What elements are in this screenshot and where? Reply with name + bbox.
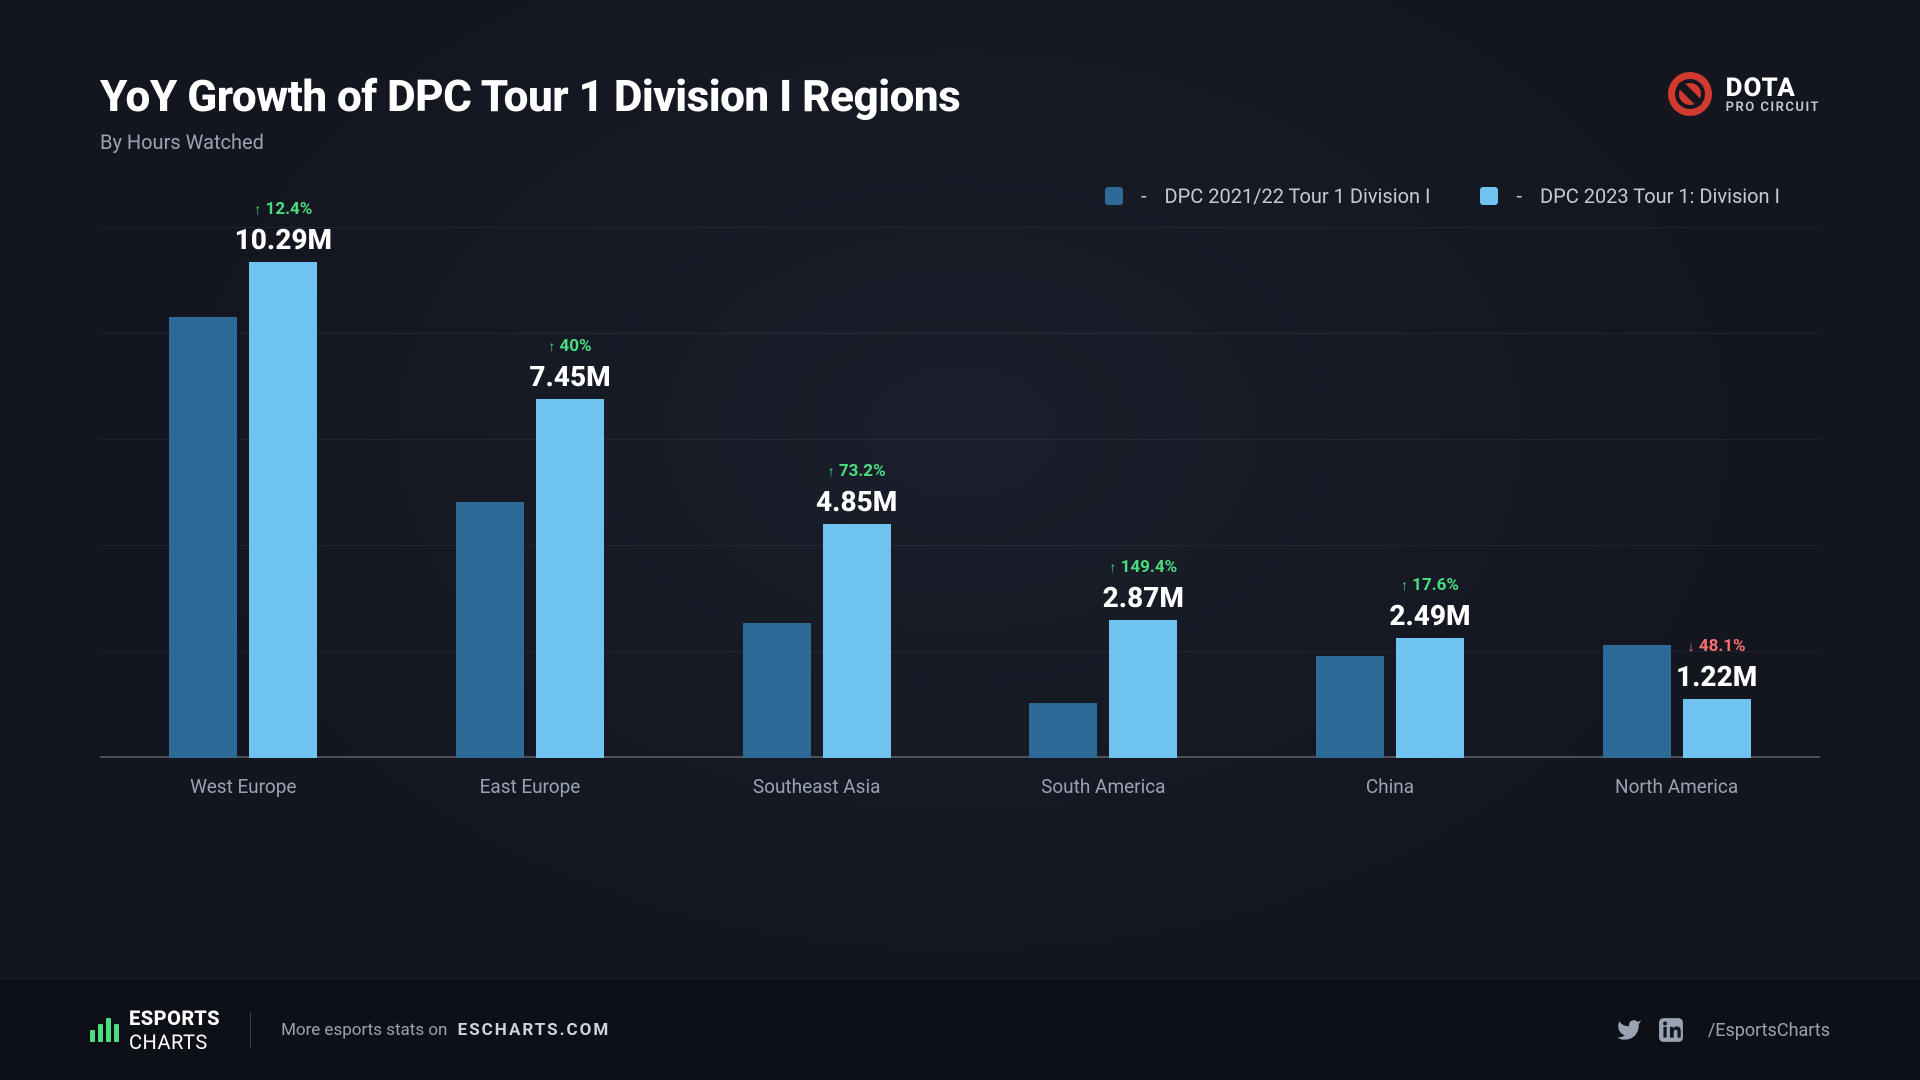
legend-item-1: - DPC 2021/22 Tour 1 Division I	[1105, 184, 1430, 208]
header: YoY Growth of DPC Tour 1 Division I Regi…	[100, 70, 1820, 154]
growth-label: ↑ 12.4%	[235, 199, 332, 219]
dota-logo-icon	[1666, 70, 1714, 118]
bar-series1	[1603, 645, 1671, 758]
x-axis-label: North America	[1587, 757, 1767, 798]
value-label: 2.49M	[1389, 599, 1470, 632]
bar-label-stack: ↑ 73.2% 4.85M	[816, 461, 897, 518]
bar-series1	[169, 317, 237, 758]
legend-swatch-1	[1105, 187, 1123, 205]
legend: - DPC 2021/22 Tour 1 Division I - DPC 20…	[100, 184, 1820, 208]
legend-item-2: - DPC 2023 Tour 1: Division I	[1480, 184, 1780, 208]
esports-charts-logo: ESPORTSCHARTS	[90, 1006, 220, 1054]
bar-series2: ↑ 12.4%10.29M	[249, 262, 317, 758]
x-axis-label: West Europe	[153, 757, 333, 798]
footer: ESPORTSCHARTS More esports stats on ESCH…	[0, 980, 1920, 1080]
bar-series2: ↑ 40%7.45M	[536, 399, 604, 758]
chart-subtitle: By Hours Watched	[100, 130, 960, 154]
value-label: 2.87M	[1103, 581, 1184, 614]
bar-series1	[743, 623, 811, 758]
footer-divider	[250, 1012, 251, 1048]
x-axis-labels: West Europe East Europe Southeast Asia Sout…	[100, 757, 1820, 798]
chart-container: YoY Growth of DPC Tour 1 Division I Regi…	[0, 0, 1920, 1080]
bar-group: ↑ 17.6%2.49M	[1300, 638, 1480, 758]
linkedin-icon	[1658, 1017, 1684, 1043]
bar-group: ↑ 40%7.45M	[440, 399, 620, 758]
bar-group: ↑ 149.4%2.87M	[1013, 620, 1193, 758]
x-axis-label: South America	[1013, 757, 1193, 798]
growth-label: ↑ 40%	[529, 336, 610, 356]
bar-label-stack: ↑ 40% 7.45M	[529, 336, 610, 393]
title-block: YoY Growth of DPC Tour 1 Division I Regi…	[100, 70, 960, 154]
bar-series2: ↓ 48.1%1.22M	[1683, 699, 1751, 758]
social-handle: /EsportsCharts	[1708, 1020, 1830, 1041]
dota-logo: DOTA PRO CIRCUIT	[1666, 70, 1820, 118]
bar-label-stack: ↓ 48.1% 1.22M	[1676, 636, 1757, 693]
chart-area: ↑ 12.4%10.29M ↑ 40% 7.45M ↑ 73.2% 4.85M ↑ 149…	[100, 228, 1820, 798]
bar-group: ↓ 48.1%1.22M	[1587, 645, 1767, 758]
growth-label: ↑ 73.2%	[816, 461, 897, 481]
bar-series1	[456, 502, 524, 758]
bar-series2: ↑ 73.2%4.85M	[823, 524, 891, 758]
value-label: 1.22M	[1676, 660, 1757, 693]
bar-group: ↑ 12.4%10.29M	[153, 262, 333, 758]
legend-swatch-2	[1480, 187, 1498, 205]
growth-label: ↓ 48.1%	[1676, 636, 1757, 656]
x-axis-label: East Europe	[440, 757, 620, 798]
value-label: 4.85M	[816, 485, 897, 518]
value-label: 10.29M	[235, 223, 332, 256]
footer-left: ESPORTSCHARTS More esports stats on ESCH…	[90, 1006, 610, 1054]
twitter-icon	[1616, 1017, 1642, 1043]
bar-label-stack: ↑ 12.4% 10.29M	[235, 199, 332, 256]
logo-sub-text: PRO CIRCUIT	[1726, 101, 1820, 114]
x-axis-label: Southeast Asia	[727, 757, 907, 798]
bar-series1	[1029, 703, 1097, 758]
ec-logo-icon	[90, 1018, 119, 1042]
legend-label-1: DPC 2021/22 Tour 1 Division I	[1165, 184, 1431, 208]
chart-title: YoY Growth of DPC Tour 1 Division I Regi…	[100, 70, 960, 122]
ec-logo-text: ESPORTSCHARTS	[129, 1006, 220, 1054]
footer-domain: ESCHARTS.COM	[458, 1020, 611, 1040]
footer-more-text: More esports stats on ESCHARTS.COM	[281, 1020, 610, 1040]
dota-logo-text: DOTA PRO CIRCUIT	[1726, 75, 1820, 114]
footer-right: /EsportsCharts	[1616, 1017, 1830, 1043]
value-label: 7.45M	[529, 360, 610, 393]
bar-label-stack: ↑ 149.4% 2.87M	[1103, 557, 1184, 614]
x-axis-label: China	[1300, 757, 1480, 798]
bar-series2: ↑ 17.6%2.49M	[1396, 638, 1464, 758]
bar-label-stack: ↑ 17.6% 2.49M	[1389, 575, 1470, 632]
bar-group: ↑ 73.2%4.85M	[727, 524, 907, 758]
bars-wrap: ↑ 12.4%10.29M ↑ 40% 7.45M ↑ 73.2% 4.85M ↑ 149…	[100, 228, 1820, 758]
growth-label: ↑ 17.6%	[1389, 575, 1470, 595]
bar-series2: ↑ 149.4%2.87M	[1109, 620, 1177, 758]
growth-label: ↑ 149.4%	[1103, 557, 1184, 577]
logo-main-text: DOTA	[1726, 75, 1820, 101]
legend-label-2: DPC 2023 Tour 1: Division I	[1540, 184, 1780, 208]
bar-series1	[1316, 656, 1384, 758]
